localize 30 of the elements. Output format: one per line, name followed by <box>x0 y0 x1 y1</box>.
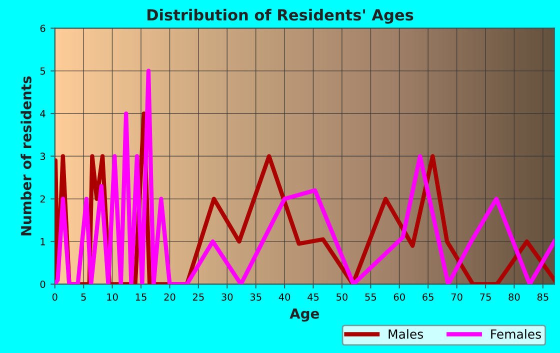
y-tick-label: 4 <box>40 110 46 118</box>
x-tick-label: 20 <box>164 293 176 301</box>
y-tick-label: 1 <box>40 238 45 246</box>
x-tick-label: 30 <box>222 293 233 301</box>
x-tick-label: 10 <box>107 293 118 301</box>
y-tick-label: 0 <box>40 280 46 288</box>
x-tick-label: 5 <box>81 293 86 301</box>
y-tick-label: 5 <box>40 68 46 75</box>
x-tick-label: 85 <box>537 293 548 301</box>
y-tick-label: 3 <box>40 152 46 160</box>
chart-title: Distribution of Residents' Ages <box>147 8 414 24</box>
y-tick-label: 6 <box>40 24 46 32</box>
x-tick-label: 35 <box>250 293 262 301</box>
legend-label: Males <box>388 329 424 339</box>
x-tick-label: 55 <box>365 293 376 301</box>
x-tick-label: 0 <box>52 293 58 301</box>
x-tick-label: 25 <box>192 293 204 301</box>
x-tick-label: 75 <box>480 293 491 301</box>
y-axis-title: Number of residents <box>20 76 32 236</box>
x-axis-title: Age <box>290 308 320 322</box>
x-tick-label: 80 <box>508 293 520 301</box>
x-tick-label: 60 <box>394 293 405 301</box>
y-tick-label: 2 <box>40 195 45 203</box>
x-tick-label: 45 <box>308 293 319 301</box>
x-tick-label: 15 <box>136 293 146 301</box>
legend-label: Females <box>491 329 541 339</box>
x-tick-label: 50 <box>336 293 348 301</box>
x-tick-label: 70 <box>451 293 462 301</box>
x-tick-label: 65 <box>422 293 434 301</box>
x-tick-label: 40 <box>278 293 290 301</box>
